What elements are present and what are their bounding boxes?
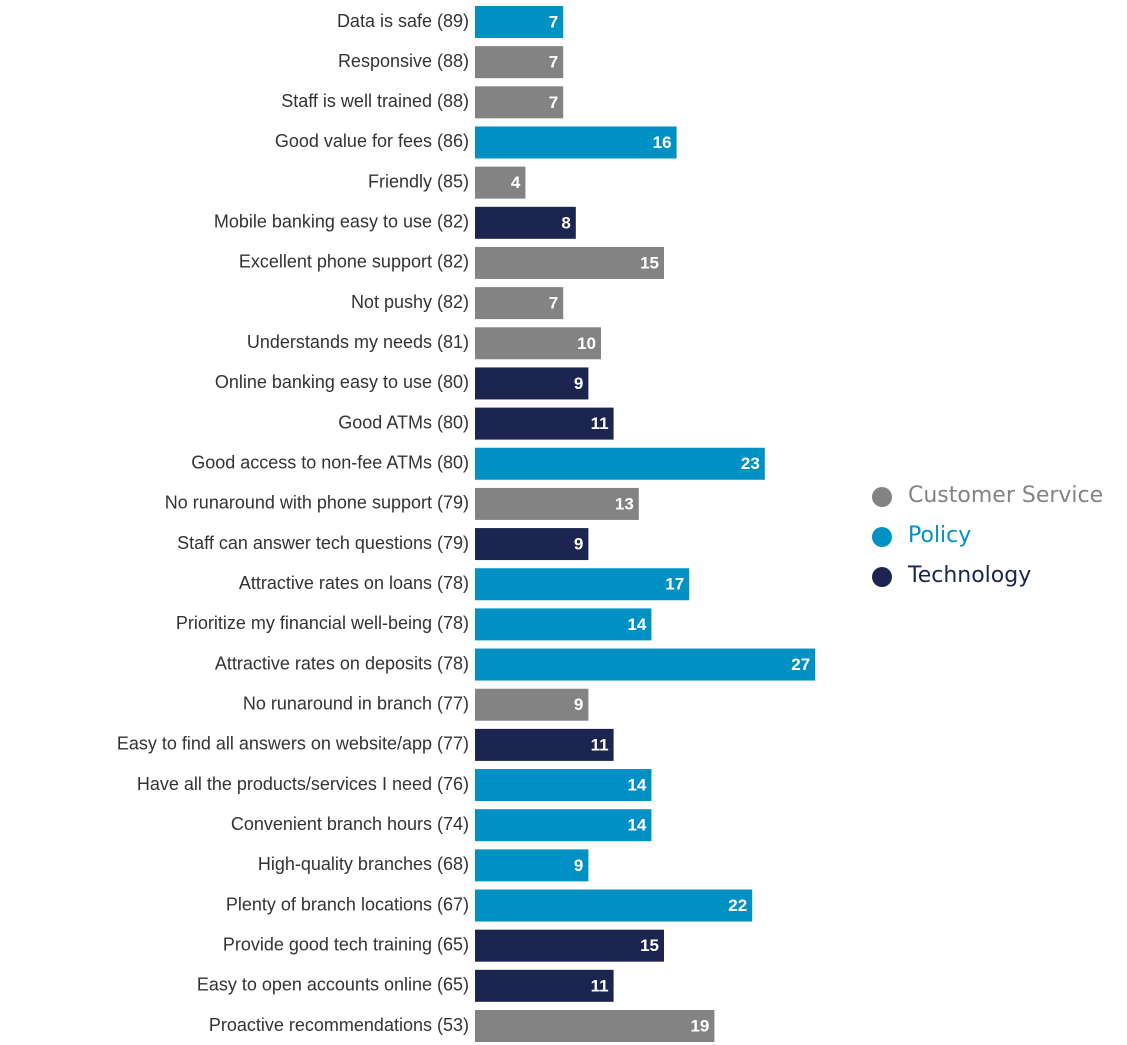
bar [475,46,564,79]
category-label: Staff can answer tech questions (79) [177,533,469,553]
data-label: 9 [574,374,583,393]
data-label: 23 [741,454,760,473]
bar [475,969,614,1002]
data-label: 9 [574,695,583,714]
category-label: Staff is well trained (88) [281,91,469,111]
data-label: 8 [561,213,570,232]
bar [475,487,639,520]
bar [475,287,564,320]
category-label: Easy to open accounts online (65) [197,975,469,995]
data-label: 19 [690,1016,709,1035]
bar [475,648,816,681]
data-label: 16 [653,133,672,152]
category-label: High-quality branches (68) [258,854,469,874]
bar [475,809,652,842]
legend-label: Policy [908,523,971,548]
bar [475,86,564,119]
legend-marker [872,527,892,547]
category-label: Understands my needs (81) [247,332,469,352]
data-label: 13 [615,494,634,513]
category-label: Good access to non-fee ATMs (80) [191,453,469,473]
legend-label: Customer Service [908,483,1103,508]
bar [475,728,614,761]
category-label: Online banking easy to use (80) [215,372,469,392]
data-label: 10 [577,334,596,353]
data-label: 14 [627,776,646,795]
category-label: Provide good tech training (65) [223,934,469,954]
category-label: Prioritize my financial well-being (78) [176,613,469,633]
category-label: Excellent phone support (82) [239,252,469,272]
bar [475,608,652,641]
data-label: 14 [627,615,646,634]
data-label: 15 [640,936,659,955]
bar [475,206,576,239]
category-label: Data is safe (89) [337,11,469,31]
category-label: No runaround in branch (77) [243,693,469,713]
bar [475,327,601,360]
bar [475,1010,715,1042]
category-label: Friendly (85) [368,171,469,191]
data-label: 7 [549,53,558,72]
legend-label: Technology [907,563,1031,588]
bar [475,769,652,802]
category-label: Proactive recommendations (53) [209,1015,469,1035]
data-label: 11 [591,735,609,754]
bar [475,929,664,962]
data-label: 7 [549,294,558,313]
category-label: Convenient branch hours (74) [231,814,469,834]
category-label: No runaround with phone support (79) [165,493,469,513]
bar [475,166,526,199]
bar [475,367,589,400]
data-label: 22 [728,896,747,915]
data-label: 9 [574,856,583,875]
data-label: 15 [640,253,659,272]
category-label: Mobile banking easy to use (82) [214,212,469,232]
category-label: Not pushy (82) [351,292,469,312]
category-label: Responsive (88) [338,51,469,71]
data-label: 7 [549,12,558,31]
bar [475,849,589,882]
data-label: 11 [591,976,609,995]
data-label: 4 [511,173,521,192]
data-label: 11 [591,414,609,433]
bar [475,6,564,38]
bar [475,889,753,922]
legend-marker [872,567,892,587]
data-label: 9 [574,535,583,554]
bar [475,568,690,601]
data-label: 7 [549,93,558,112]
category-label: Attractive rates on deposits (78) [215,653,469,673]
bar [475,407,614,440]
category-label: Good ATMs (80) [338,412,469,432]
bar [475,246,664,279]
category-label: Attractive rates on loans (78) [239,573,469,593]
bar [475,688,589,721]
data-label: 27 [791,655,810,674]
category-label: Good value for fees (86) [275,131,469,151]
bar [475,528,589,561]
category-label: Have all the products/services I need (7… [137,774,469,794]
bar [475,126,677,159]
data-label: 14 [627,816,646,835]
bar [475,447,765,480]
category-label: Easy to find all answers on website/app … [117,734,469,754]
category-label: Plenty of branch locations (67) [226,894,469,914]
data-label: 17 [665,575,684,594]
legend-marker [872,487,892,507]
